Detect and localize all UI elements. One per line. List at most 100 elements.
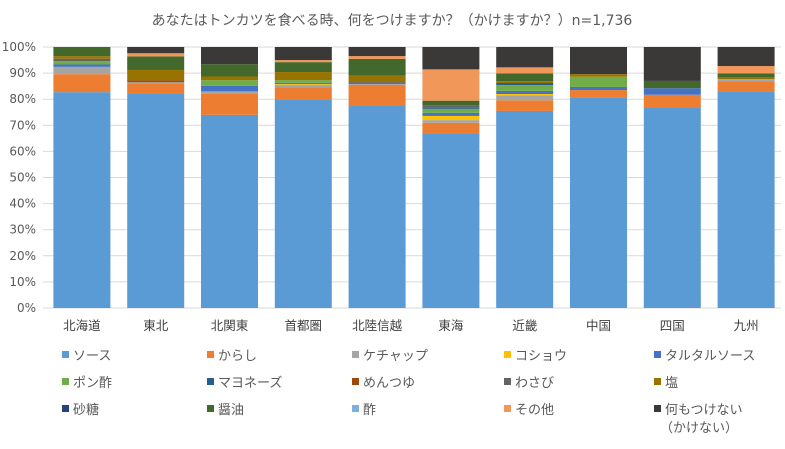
bar-segment — [274, 84, 332, 85]
bar-segment — [127, 93, 185, 308]
bar-segment — [201, 64, 258, 77]
bar-stack — [422, 47, 480, 308]
legend-item: わさび — [504, 375, 554, 393]
bar-segment — [53, 56, 111, 59]
legend-swatch — [504, 405, 511, 412]
legend-item: 醤油 — [207, 402, 244, 420]
legend-label: ポン酢 — [73, 376, 113, 391]
bar-segment — [496, 83, 554, 86]
bar-segment — [717, 77, 775, 80]
bar-segment — [422, 112, 480, 116]
bar-segment — [422, 69, 480, 101]
bar-segment — [717, 73, 775, 78]
y-tick-label: 90% — [9, 66, 36, 80]
legend-item: ソース — [62, 348, 111, 366]
bar-segment — [53, 92, 111, 308]
bar-segment — [274, 84, 332, 88]
y-tick-label: 100% — [2, 40, 36, 54]
x-category-label: 北海道 — [63, 318, 101, 333]
legend-swatch — [654, 405, 661, 412]
bar-segment — [201, 76, 258, 81]
legend-label: わさび — [515, 376, 555, 391]
bar-segment — [348, 106, 406, 308]
x-category-label: 東海 — [438, 318, 464, 333]
bar-segment — [422, 108, 480, 113]
bar-segment — [274, 72, 332, 81]
x-category-label: 北関東 — [211, 318, 249, 333]
chart-title: あなたはトンカツを食べる時、何をつけますか？（かけますか？）n=1,736 — [152, 12, 633, 29]
bar-segment — [53, 47, 111, 57]
bar-segment — [127, 80, 185, 83]
bar-stack — [348, 47, 406, 308]
legend-item: 酢 — [352, 402, 376, 420]
bar-segment — [422, 107, 480, 109]
bar-segment — [53, 61, 111, 65]
legend-item: ポン酢 — [62, 375, 112, 393]
bar-segment — [496, 47, 554, 68]
y-tick-label: 70% — [9, 118, 36, 132]
legend-item: 何もつけない （かけない） — [654, 402, 742, 438]
bar-segment — [496, 95, 554, 101]
legend-item: タルタルソース — [654, 348, 755, 366]
bar-segment — [643, 107, 701, 308]
legend-label-line2: （かけない） — [660, 421, 739, 436]
bar-segment — [274, 62, 332, 73]
bar-segment — [717, 81, 775, 92]
legend-swatch — [62, 405, 69, 412]
bars — [53, 47, 775, 309]
x-category-label: 首都圏 — [285, 318, 323, 333]
bar-segment — [570, 74, 627, 77]
bar-stack — [717, 47, 775, 309]
legend-label: からし — [218, 349, 258, 364]
legend-item: コショウ — [504, 348, 567, 366]
bar-segment — [570, 86, 627, 91]
y-axis-ticks: 0% 10% 20% 30% 40% 50% 60% 70% 80% 90% 100% — [2, 40, 36, 315]
bar-segment — [201, 80, 258, 86]
bar-segment — [643, 80, 701, 89]
bar-segment — [496, 93, 554, 96]
legend-label: 砂糖 — [73, 403, 100, 418]
legend-label: 塩 — [665, 376, 679, 391]
stacked-bar-chart: あなたはトンカツを食べる時、何をつけますか？（かけますか？）n=1,736 0%… — [2, 12, 781, 333]
bar-segment — [274, 47, 332, 61]
bar-segment — [496, 90, 554, 94]
legend-label: その他 — [515, 403, 555, 418]
bar-stack — [274, 47, 332, 308]
legend-swatch — [62, 378, 69, 385]
bar-segment — [127, 47, 185, 54]
bar-segment — [422, 47, 480, 70]
bar-segment — [201, 114, 258, 308]
bar-segment — [496, 81, 554, 84]
bar-segment — [717, 66, 775, 74]
bar-segment — [53, 74, 111, 93]
bar-segment — [127, 53, 185, 57]
bar-segment — [422, 133, 480, 308]
bar-segment — [717, 91, 775, 309]
legend-swatch — [504, 378, 511, 385]
x-category-label: 九州 — [734, 318, 759, 333]
bar-segment — [422, 105, 480, 108]
legend-swatch — [207, 378, 214, 385]
legend-swatch — [352, 351, 359, 358]
bar-stack — [570, 47, 627, 308]
y-tick-label: 20% — [9, 249, 36, 263]
bar-segment — [348, 83, 406, 85]
bar-segment — [570, 76, 627, 87]
legend-swatch — [62, 351, 69, 358]
x-category-label: 北陸信越 — [352, 318, 403, 333]
legend-swatch — [654, 378, 661, 385]
legend-item: その他 — [504, 402, 554, 420]
legend-label: ケチャップ — [363, 349, 428, 364]
bar-segment — [348, 47, 406, 57]
bar-segment — [127, 82, 185, 84]
legend-swatch — [654, 351, 661, 358]
bar-segment — [422, 120, 480, 123]
bar-segment — [496, 100, 554, 111]
y-tick-label: 10% — [9, 275, 36, 289]
bar-segment — [570, 97, 627, 308]
y-tick-label: 40% — [9, 197, 36, 211]
y-tick-label: 60% — [9, 144, 36, 158]
bar-segment — [348, 84, 406, 107]
legend-label: コショウ — [515, 349, 568, 364]
bar-stack — [127, 47, 185, 308]
